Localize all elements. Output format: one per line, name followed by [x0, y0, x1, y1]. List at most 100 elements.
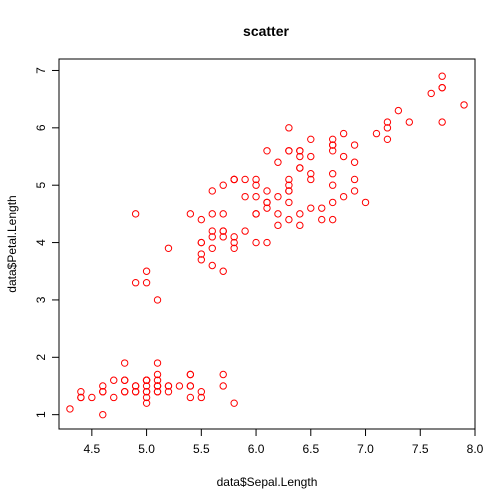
data-point — [208, 261, 216, 270]
data-point — [307, 170, 315, 178]
data-point — [186, 370, 195, 379]
y-tick-label: 2 — [34, 354, 48, 361]
data-point — [427, 89, 435, 98]
data-point — [252, 210, 260, 218]
y-tick-label: 3 — [34, 296, 48, 303]
y-tick-label: 7 — [34, 67, 48, 74]
data-point — [285, 187, 293, 195]
data-point — [361, 198, 370, 207]
data-point — [350, 141, 359, 149]
data-point — [219, 181, 227, 189]
y-tick-label: 6 — [34, 124, 48, 131]
data-point — [110, 376, 118, 384]
data-point — [263, 204, 271, 212]
data-point — [208, 244, 216, 253]
data-point — [131, 388, 140, 396]
data-point — [339, 192, 348, 201]
data-point — [219, 267, 227, 275]
data-point — [307, 175, 315, 184]
y-tick-label: 4 — [34, 239, 48, 246]
data-point — [208, 210, 216, 218]
data-point — [219, 210, 227, 218]
data-point — [88, 393, 96, 402]
data-point — [339, 129, 348, 138]
data-point — [274, 221, 282, 230]
data-point — [110, 393, 118, 402]
data-point — [328, 198, 337, 207]
data-point — [164, 244, 173, 253]
data-point — [153, 359, 162, 367]
data-point — [285, 198, 293, 207]
x-tick-label: 5.0 — [138, 442, 155, 456]
data-point — [77, 388, 85, 396]
data-point — [252, 192, 260, 201]
data-point — [263, 238, 271, 247]
data-point — [350, 175, 359, 184]
data-point — [307, 204, 315, 212]
data-point — [175, 382, 184, 390]
data-point — [296, 152, 304, 161]
data-point — [66, 405, 74, 413]
data-point — [241, 175, 249, 184]
data-point — [186, 382, 195, 390]
y-tick-label: 1 — [34, 411, 48, 418]
x-tick-label: 6.0 — [248, 442, 265, 456]
data-point — [153, 388, 162, 396]
x-tick-label: 8.0 — [467, 442, 484, 456]
data-point — [383, 118, 392, 126]
data-point — [142, 393, 151, 402]
x-tick-label: 7.5 — [412, 442, 429, 456]
data-point — [285, 175, 293, 184]
data-point — [328, 181, 337, 189]
x-axis-label: data$Sepal.Length — [217, 475, 318, 489]
data-point — [394, 106, 403, 115]
data-point — [285, 147, 293, 155]
data-point — [328, 147, 337, 155]
data-point — [131, 279, 140, 287]
data-point — [438, 118, 446, 126]
data-point — [131, 382, 140, 390]
data-point — [274, 158, 282, 166]
data-point — [263, 187, 271, 195]
data-point — [285, 215, 293, 224]
data-point — [252, 238, 260, 247]
data-point — [241, 227, 249, 235]
data-point — [241, 192, 249, 201]
x-tick-label: 4.5 — [83, 442, 100, 456]
data-point — [99, 388, 107, 396]
data-point — [197, 388, 206, 396]
data-point — [405, 118, 414, 126]
data-point — [328, 215, 337, 224]
data-point — [328, 135, 337, 144]
y-axis-label: data$Petal.Length — [5, 195, 19, 292]
data-point — [99, 382, 107, 390]
data-point — [263, 147, 271, 155]
data-point — [77, 393, 85, 402]
x-axis: 4.5 5.0 5.5 6.0 6.5 7.0 7.5 8.0 — [83, 429, 484, 456]
data-point — [164, 382, 173, 390]
data-point — [318, 204, 326, 212]
data-point — [230, 244, 238, 253]
data-point — [186, 210, 195, 218]
x-tick-label: 7.0 — [357, 442, 374, 456]
data-point — [263, 198, 271, 207]
data-point — [153, 376, 162, 384]
data-point — [208, 227, 216, 235]
data-point — [186, 393, 195, 402]
data-point — [296, 210, 304, 218]
data-point — [99, 410, 107, 419]
data-point — [296, 221, 304, 230]
data-point — [307, 135, 315, 144]
data-point — [142, 376, 151, 384]
data-point — [153, 382, 162, 390]
data-point — [142, 267, 151, 275]
data-point — [460, 101, 468, 109]
x-tick-label: 5.5 — [193, 442, 210, 456]
data-point — [197, 256, 206, 264]
data-point — [274, 210, 282, 218]
y-tick-label: 5 — [34, 182, 48, 189]
data-point — [120, 376, 129, 384]
data-point — [219, 233, 227, 241]
data-point — [142, 388, 151, 396]
data-point — [120, 388, 129, 396]
